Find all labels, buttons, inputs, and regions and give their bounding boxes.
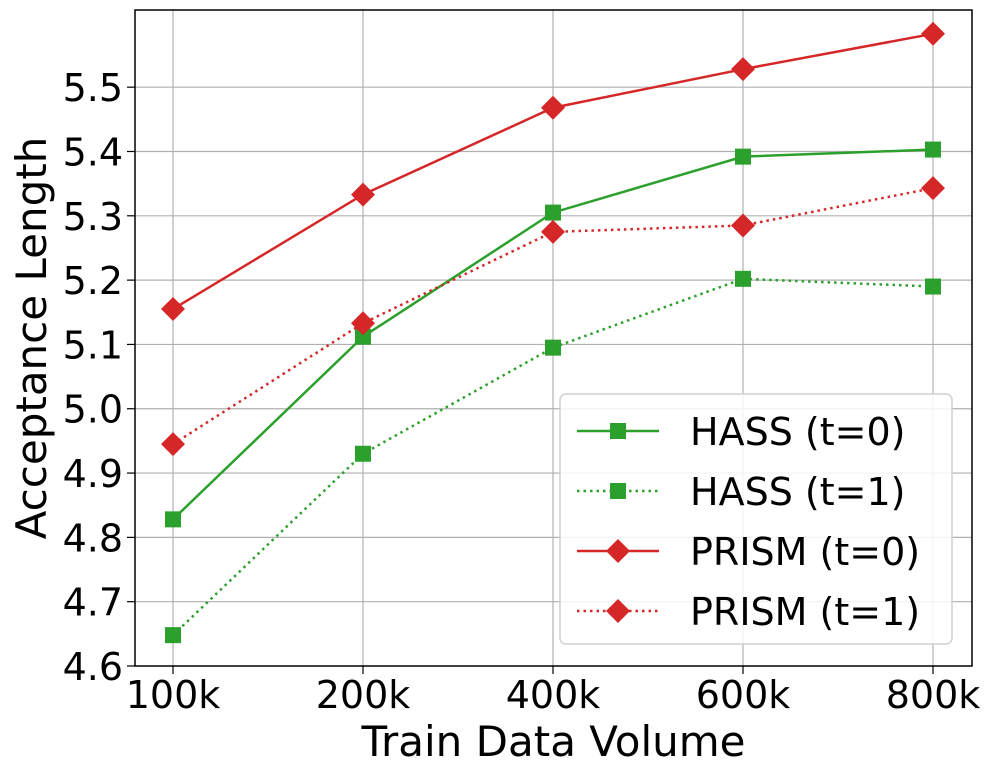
data-point: [735, 270, 751, 287]
legend-label: PRISM (t=1): [690, 590, 920, 634]
legend: HASS (t=0) HASS (t=1) PRISM (t=0) PRISM (t=…: [559, 393, 953, 645]
data-point: [355, 445, 371, 462]
series-prism-t-1: [161, 176, 945, 457]
data-point: [161, 432, 185, 457]
legend-marker: [606, 539, 630, 563]
y-tick-label: 4.8: [63, 516, 123, 560]
legend-label: HASS (t=1): [690, 470, 905, 514]
series-hass-t-0: [165, 141, 941, 528]
x-tick-label: 400k: [506, 673, 601, 717]
y-tick-label: 4.9: [63, 452, 123, 496]
x-tick-label: 100k: [126, 673, 221, 717]
data-point: [351, 182, 375, 207]
ticks: 100k 200k 400k 600k 800k 4.6 4.7 4.8 4.9 5.0 5.1 5.…: [63, 66, 981, 717]
series-layer: [161, 21, 945, 644]
series-prism-t-0: [161, 21, 945, 322]
y-tick-label: 5.4: [63, 130, 123, 174]
data-point: [545, 339, 561, 356]
series-hass-t-1: [165, 270, 941, 644]
data-point: [541, 219, 565, 244]
data-point: [731, 57, 755, 82]
data-point: [351, 311, 375, 336]
y-tick-label: 5.5: [63, 66, 123, 110]
y-axis-title: Acceptance Length: [7, 137, 56, 540]
legend-marker: [606, 599, 630, 623]
data-point: [165, 511, 181, 528]
legend-marker: [610, 423, 626, 439]
data-point: [735, 148, 751, 165]
data-point: [165, 627, 181, 644]
legend-label: HASS (t=0): [690, 410, 905, 454]
data-point: [731, 213, 755, 238]
data-point: [921, 176, 945, 201]
x-tick-label: 600k: [696, 673, 791, 717]
data-point: [161, 297, 185, 322]
y-tick-label: 4.7: [63, 581, 123, 625]
y-tick-label: 5.0: [63, 388, 123, 432]
legend-label: PRISM (t=0): [690, 530, 920, 574]
legend-box: [559, 393, 953, 645]
data-point: [925, 278, 941, 295]
data-point: [545, 204, 561, 221]
data-point: [921, 21, 945, 46]
data-point: [355, 328, 371, 345]
y-tick-label: 5.2: [63, 259, 123, 303]
x-tick-label: 200k: [316, 673, 411, 717]
grid: [135, 10, 972, 666]
data-point: [541, 95, 565, 120]
y-tick-label: 5.1: [63, 323, 123, 367]
legend-item: PRISM (t=1): [577, 590, 920, 634]
x-axis-title: Train Data Volume: [361, 717, 746, 766]
legend-marker: [610, 483, 626, 499]
data-point: [925, 141, 941, 158]
legend-item: HASS (t=1): [577, 470, 905, 514]
y-tick-label: 4.6: [63, 645, 123, 689]
y-tick-label: 5.3: [63, 195, 123, 239]
legend-item: HASS (t=0): [577, 410, 905, 454]
x-tick-label: 800k: [886, 673, 981, 717]
legend-item: PRISM (t=0): [577, 530, 920, 574]
